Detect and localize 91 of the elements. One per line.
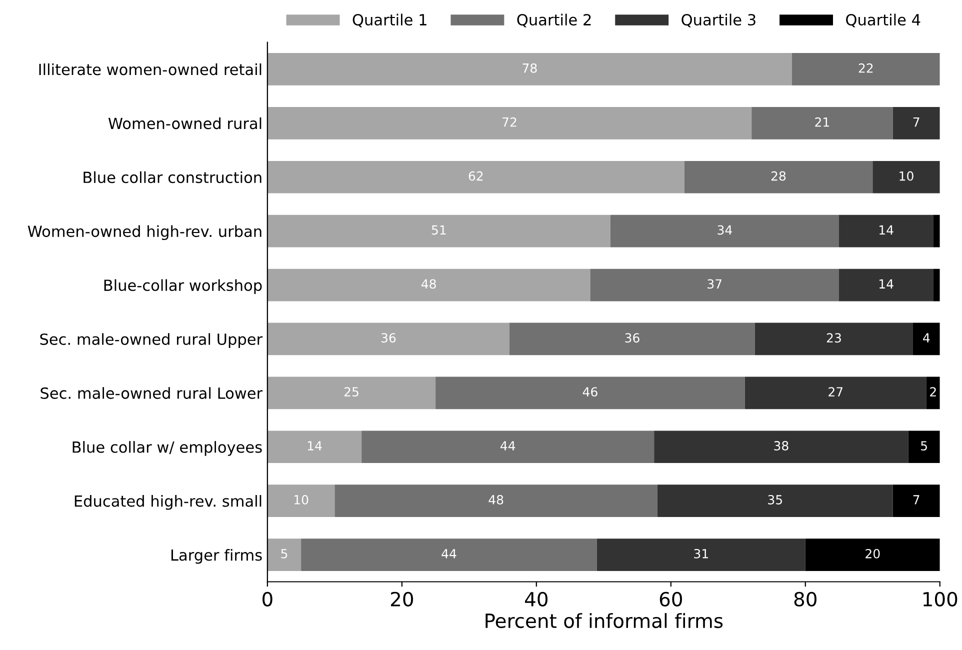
bar (933, 268, 940, 302)
bar (301, 538, 597, 571)
bar (596, 538, 806, 571)
data-label: 36 (381, 333, 396, 343)
bar (267, 484, 335, 518)
data-label: 5 (921, 441, 927, 450)
bar (267, 106, 752, 140)
data-label: 28 (771, 171, 786, 181)
data-label: 23 (826, 333, 841, 343)
data-label: 22 (858, 63, 873, 73)
y-tick-label: Blue collar w/ employees (72, 441, 262, 456)
data-label: 20 (866, 548, 880, 558)
bar (267, 376, 436, 410)
y-tick-label: Blue collar construction (84, 171, 262, 184)
bar (805, 538, 940, 571)
data-label: 36 (625, 333, 640, 343)
bar (839, 268, 934, 302)
data-label: 5 (281, 549, 288, 558)
data-label: 38 (774, 441, 788, 450)
y-tick-label: Educated high-rev. small (74, 495, 262, 510)
bar (912, 322, 940, 356)
data-label: 46 (582, 387, 598, 397)
bar (267, 53, 792, 86)
data-label: 72 (502, 117, 516, 127)
bar (933, 214, 940, 248)
x-tick-label: 0 (262, 592, 272, 607)
bar (754, 322, 913, 356)
y-tick-label: Larger firms (171, 548, 262, 564)
bar (267, 430, 362, 464)
x-tick-label: 100 (923, 592, 958, 607)
legend-label: Quartile 3 (682, 14, 756, 28)
bar (926, 376, 940, 410)
bar (610, 214, 840, 248)
data-label: 48 (421, 279, 436, 289)
legend-label: Quartile 4 (846, 14, 920, 28)
data-label: 4 (923, 333, 930, 342)
bar (872, 160, 940, 194)
bar (267, 160, 684, 194)
y-tick-label: Women-owned high-rev. urban (28, 225, 262, 240)
x-tick-label: 40 (524, 592, 548, 607)
data-label: 34 (718, 225, 732, 235)
x-tick-label: 60 (660, 592, 682, 607)
y-tick-label: Sec. male-owned rural Upper (40, 333, 263, 348)
y-tick-label: Illiterate women-owned retail (39, 63, 262, 76)
bar (892, 106, 940, 140)
bar (362, 430, 654, 464)
bar (792, 53, 940, 86)
bar (334, 484, 658, 518)
data-label: 62 (468, 171, 483, 181)
data-label: 14 (880, 279, 894, 288)
bar (510, 322, 755, 356)
data-label: 21 (815, 117, 829, 127)
bar (267, 214, 610, 248)
y-tick-label: Blue-collar workshop (104, 279, 262, 294)
bar (590, 268, 840, 302)
bar (684, 160, 873, 194)
bar (436, 376, 745, 410)
data-label: 7 (913, 495, 920, 504)
y-tick-label: Sec. male-owned rural Lower (40, 387, 263, 399)
data-label: 78 (522, 63, 537, 73)
data-label: 48 (488, 494, 504, 504)
bar (839, 214, 934, 248)
legend-label: Quartile 1 (352, 14, 426, 28)
data-label: 31 (694, 548, 708, 558)
bar (908, 430, 940, 464)
data-label: 25 (344, 387, 358, 397)
bar (267, 322, 510, 356)
x-tick-label: 80 (794, 592, 816, 607)
bar (267, 268, 590, 302)
bar (267, 538, 302, 571)
data-label: 51 (432, 225, 446, 235)
y-tick-label: Women-owned rural (108, 117, 262, 130)
legend-label: Quartile 2 (517, 14, 591, 28)
data-label: 10 (900, 171, 914, 181)
x-axis-title: Percent of informal firms (486, 613, 723, 628)
data-label: 37 (708, 279, 722, 289)
bar (654, 430, 908, 464)
data-label: 10 (294, 494, 308, 504)
data-label: 7 (913, 118, 920, 127)
data-label: 44 (500, 441, 516, 450)
bar (744, 376, 926, 410)
data-label: 35 (768, 494, 782, 504)
data-label: 14 (880, 225, 894, 235)
data-label: 14 (308, 441, 322, 450)
data-label: 27 (828, 387, 843, 396)
bar (752, 106, 893, 140)
data-label: 44 (442, 549, 456, 558)
bar (892, 484, 940, 518)
data-label: 2 (930, 387, 936, 396)
x-tick-label: 20 (390, 592, 414, 607)
bar (657, 484, 893, 518)
